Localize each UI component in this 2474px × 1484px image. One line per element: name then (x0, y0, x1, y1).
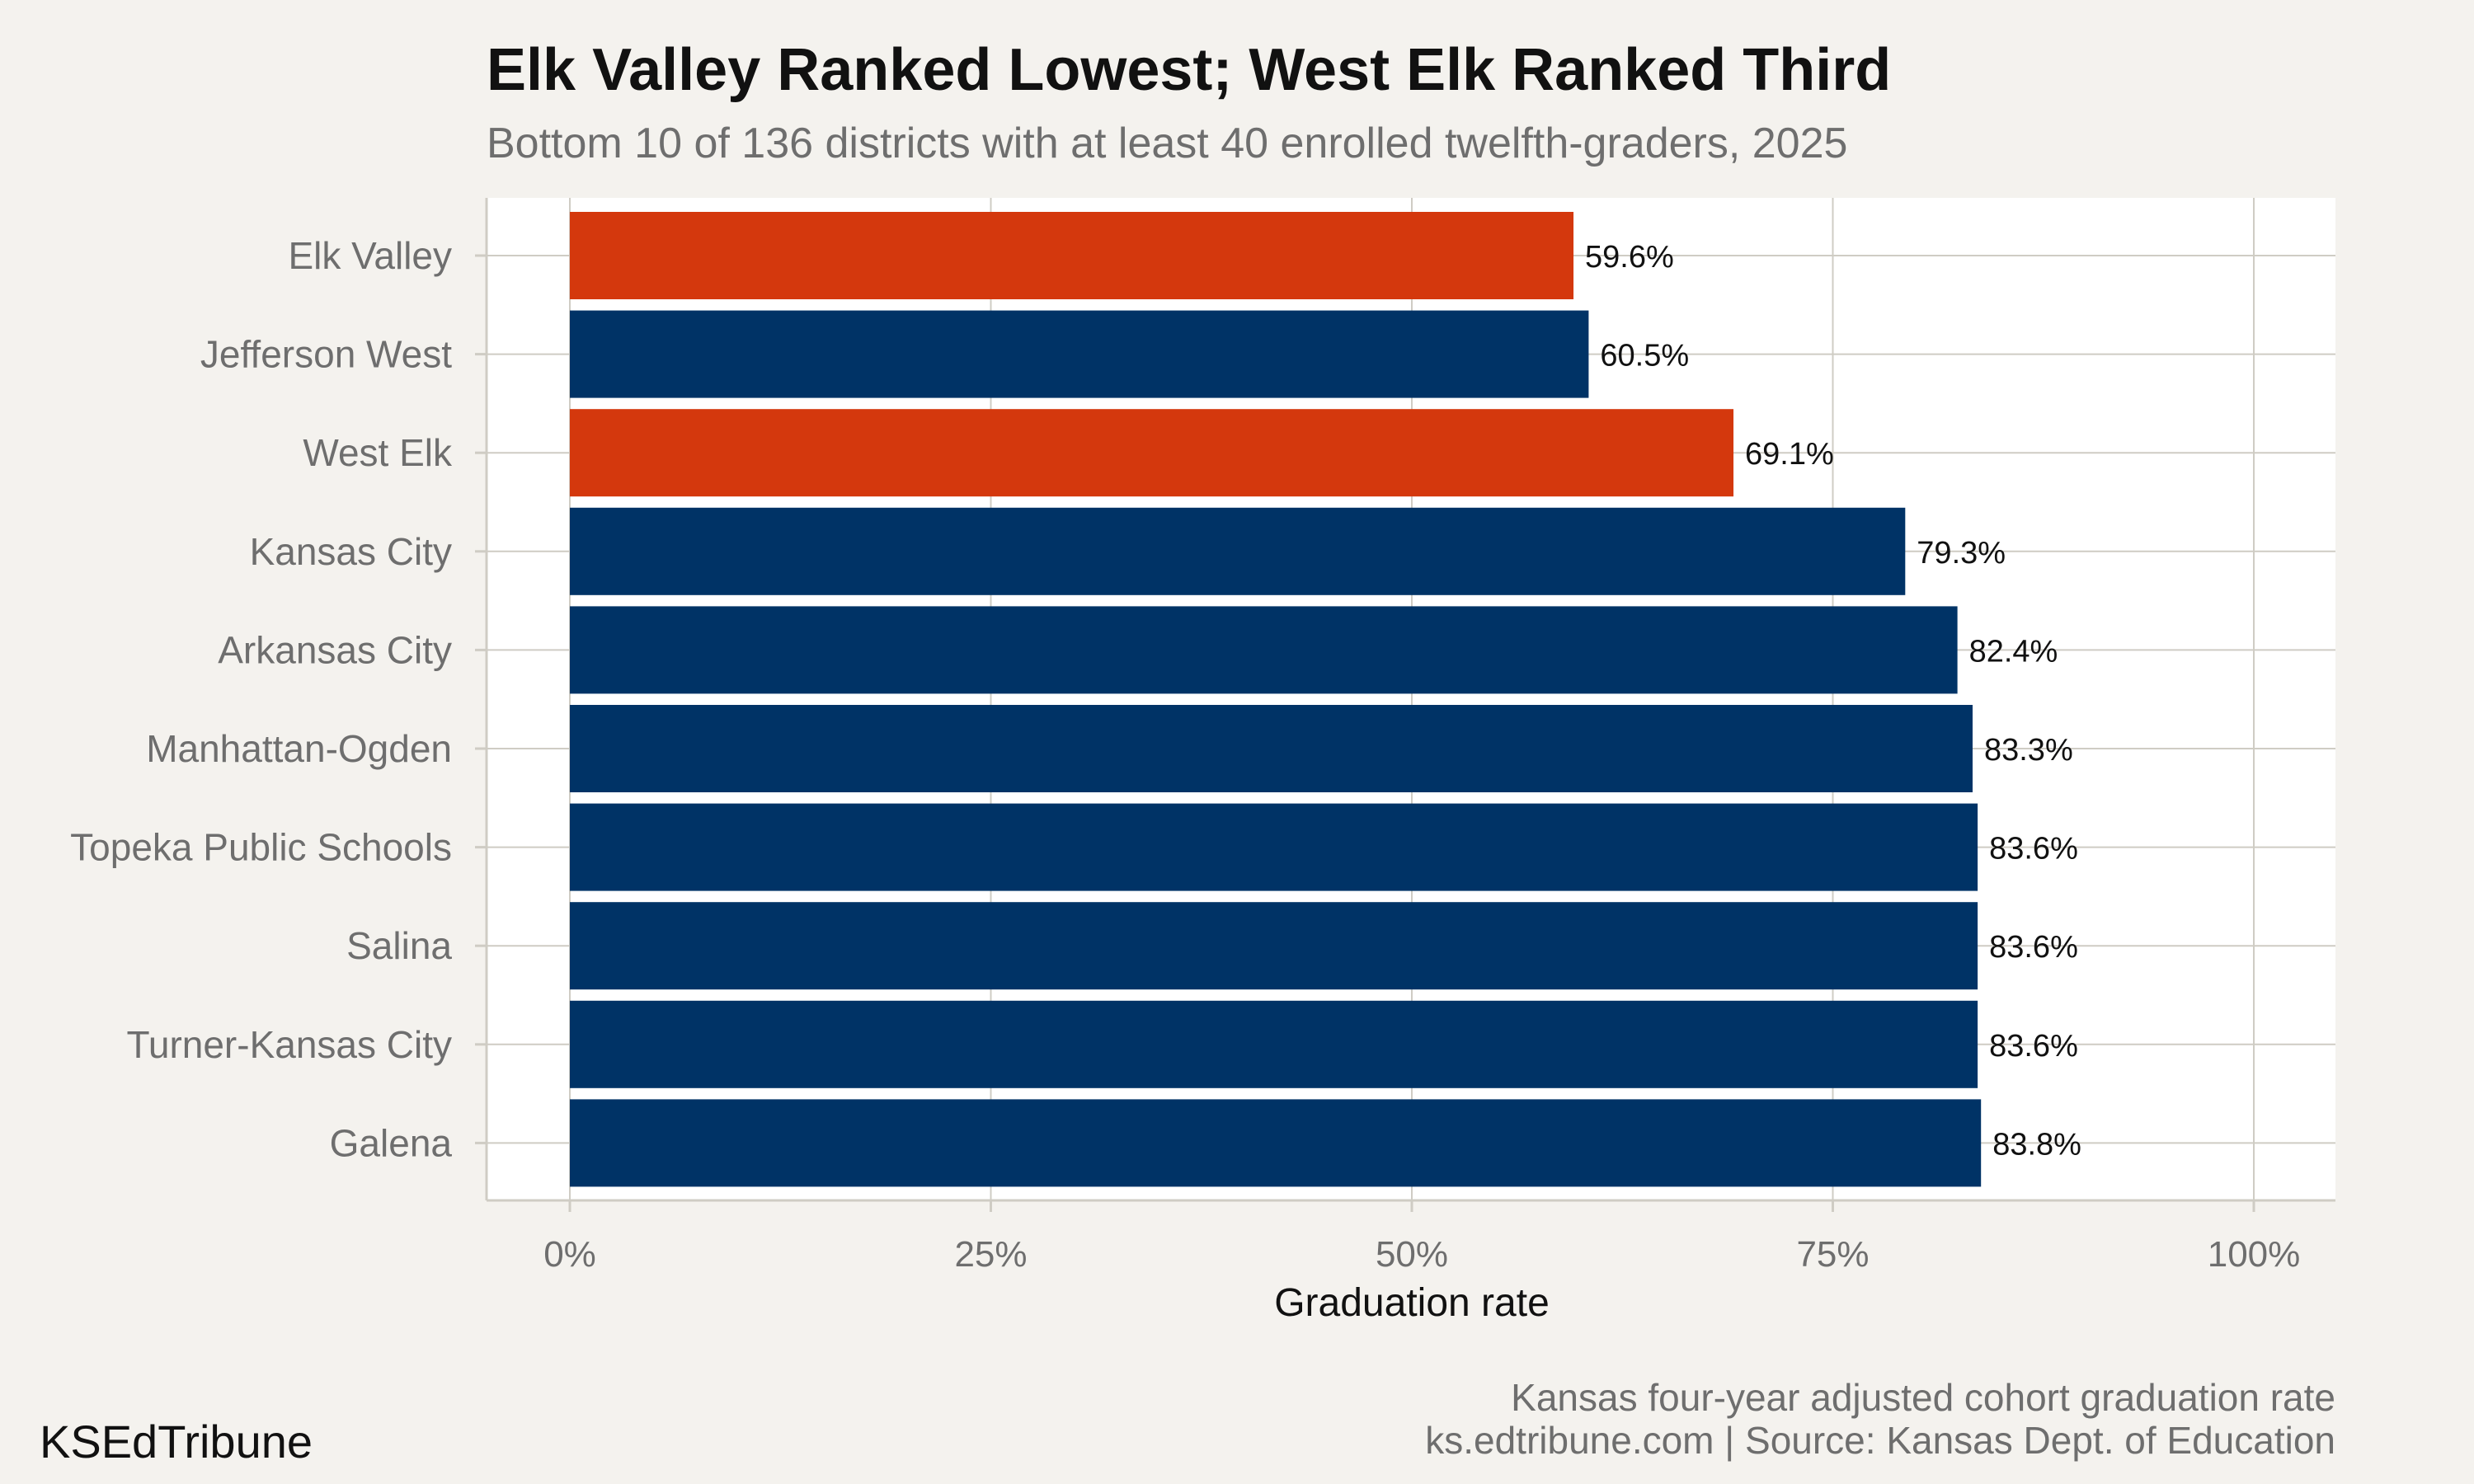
category-label: Topeka Public Schools (70, 826, 452, 869)
bar-value-label: 82.4% (1969, 634, 2058, 669)
bar-value-label: 60.5% (1600, 339, 1689, 373)
bar-value-label: 59.6% (1585, 240, 1674, 275)
y-axis-ticks (475, 254, 487, 1144)
bar-value-label: 83.3% (1984, 733, 2073, 768)
x-axis-title: Graduation rate (1274, 1281, 1550, 1325)
category-label: Turner-Kansas City (126, 1023, 452, 1066)
bar (570, 606, 1958, 694)
bar (570, 902, 1978, 990)
footer-source: ks.edtribune.com | Source: Kansas Dept. … (1425, 1419, 2335, 1462)
category-label: Salina (346, 924, 452, 967)
x-tick-label: 75% (1796, 1234, 1869, 1275)
category-label: West Elk (303, 431, 453, 474)
category-label: Galena (330, 1121, 453, 1164)
bar (570, 803, 1978, 891)
bar-value-label: 83.8% (1992, 1127, 2081, 1162)
bar-value-label: 83.6% (1989, 832, 2078, 866)
category-label: Elk Valley (288, 234, 452, 277)
brand-name: KSEdTribune (40, 1416, 313, 1468)
bar-value-label: 83.6% (1989, 930, 2078, 965)
x-tick-label: 100% (2208, 1234, 2301, 1275)
category-label: Kansas City (250, 530, 452, 573)
bar (570, 409, 1734, 497)
bar-value-label: 79.3% (1917, 536, 2006, 571)
chart-subtitle: Bottom 10 of 136 districts with at least… (487, 120, 1848, 167)
bar (570, 1099, 1982, 1187)
value-labels: 59.6% 60.5% 69.1% 79.3% 82.4% 83.3% 83.6% 83.6%… (1585, 240, 2081, 1162)
bar (570, 507, 1906, 595)
bar-value-label: 69.1% (1745, 437, 1834, 472)
bar (570, 705, 1973, 792)
bar-value-label: 83.6% (1989, 1029, 2078, 1064)
category-label: Jefferson West (200, 333, 452, 376)
category-label: Manhattan-Ogden (146, 727, 452, 770)
bar (570, 212, 1574, 299)
chart-title: Elk Valley Ranked Lowest; West Elk Ranke… (487, 37, 1892, 103)
x-tick-label: 0% (543, 1234, 596, 1275)
x-axis-ticks (568, 1200, 2255, 1212)
y-axis-labels: Elk Valley Jefferson West West Elk Kansas C… (70, 234, 453, 1164)
bar (570, 1000, 1978, 1088)
category-label: Arkansas City (218, 628, 452, 671)
bars (570, 212, 1982, 1187)
bar (570, 310, 1589, 398)
x-tick-label: 25% (954, 1234, 1027, 1275)
x-tick-label: 50% (1376, 1234, 1448, 1275)
footer-note: Kansas four-year adjusted cohort graduat… (1511, 1376, 2335, 1419)
x-axis-labels: 0% 25% 50% 75% 100% (543, 1234, 2300, 1275)
